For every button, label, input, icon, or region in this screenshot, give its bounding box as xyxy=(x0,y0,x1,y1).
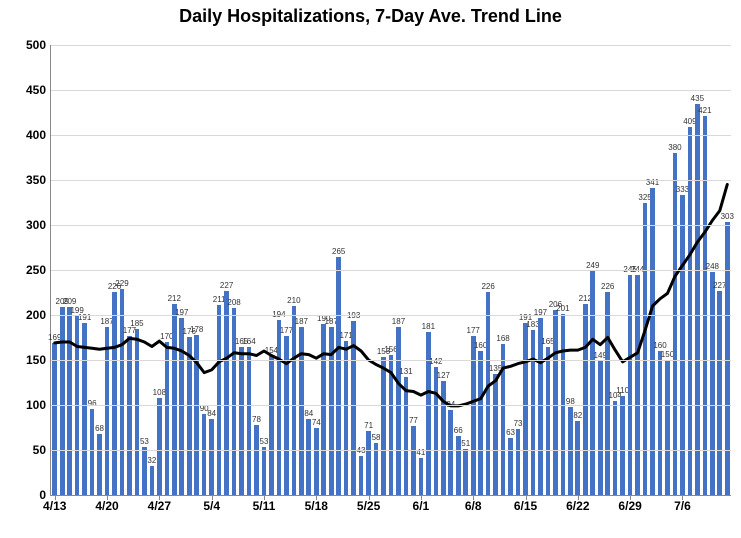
trend-line-path xyxy=(55,185,728,406)
y-tick-label: 150 xyxy=(6,353,51,367)
x-tick-label: 4/27 xyxy=(148,495,171,513)
plot-area: 1692092091991919668187226229177185533210… xyxy=(50,45,731,496)
gridline xyxy=(51,225,731,226)
x-tick-label: 5/18 xyxy=(305,495,328,513)
x-tick-label: 6/22 xyxy=(566,495,589,513)
y-tick-label: 450 xyxy=(6,83,51,97)
gridline xyxy=(51,45,731,46)
x-tick-label: 6/29 xyxy=(618,495,641,513)
gridline xyxy=(51,270,731,271)
x-tick-label: 6/15 xyxy=(514,495,537,513)
gridline xyxy=(51,360,731,361)
x-tick-label: 6/8 xyxy=(465,495,482,513)
x-tick-label: 6/1 xyxy=(413,495,430,513)
gridline xyxy=(51,405,731,406)
y-tick-label: 200 xyxy=(6,308,51,322)
x-tick-label: 5/11 xyxy=(253,495,276,513)
y-tick-label: 300 xyxy=(6,218,51,232)
gridline xyxy=(51,450,731,451)
x-tick-label: 4/13 xyxy=(43,495,66,513)
x-tick-label: 5/25 xyxy=(357,495,380,513)
y-tick-label: 400 xyxy=(6,128,51,142)
x-tick-label: 5/4 xyxy=(203,495,220,513)
y-tick-label: 350 xyxy=(6,173,51,187)
gridline xyxy=(51,315,731,316)
hospitalizations-chart: Daily Hospitalizations, 7-Day Ave. Trend… xyxy=(0,0,741,538)
gridline xyxy=(51,135,731,136)
chart-title: Daily Hospitalizations, 7-Day Ave. Trend… xyxy=(0,6,741,27)
gridline xyxy=(51,90,731,91)
y-tick-label: 500 xyxy=(6,38,51,52)
y-tick-label: 100 xyxy=(6,398,51,412)
x-tick-label: 7/6 xyxy=(674,495,691,513)
gridline xyxy=(51,180,731,181)
y-tick-label: 50 xyxy=(6,443,51,457)
x-tick-label: 4/20 xyxy=(95,495,118,513)
y-tick-label: 250 xyxy=(6,263,51,277)
